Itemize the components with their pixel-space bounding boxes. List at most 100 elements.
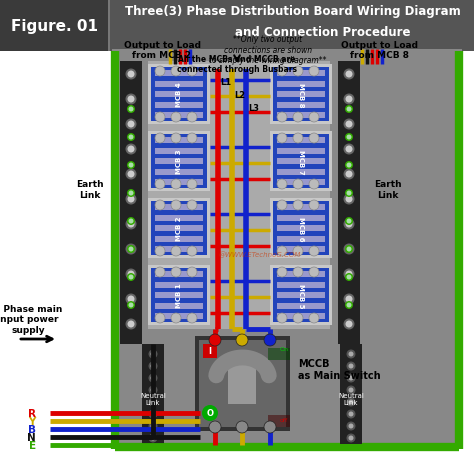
Circle shape xyxy=(348,436,354,441)
Circle shape xyxy=(346,163,352,168)
Circle shape xyxy=(348,424,354,429)
Circle shape xyxy=(148,421,157,431)
Circle shape xyxy=(346,171,353,178)
Circle shape xyxy=(128,321,135,328)
Circle shape xyxy=(293,201,303,211)
Bar xyxy=(155,71,203,77)
Bar xyxy=(155,246,203,252)
Bar xyxy=(273,134,329,189)
Circle shape xyxy=(264,334,276,346)
Circle shape xyxy=(277,246,287,257)
Bar xyxy=(142,344,164,444)
Circle shape xyxy=(346,271,353,278)
Bar xyxy=(148,265,210,325)
Circle shape xyxy=(128,191,134,196)
Circle shape xyxy=(148,434,157,442)
Circle shape xyxy=(344,294,355,305)
Text: MCB 2: MCB 2 xyxy=(176,216,182,241)
Circle shape xyxy=(309,313,319,323)
Bar xyxy=(277,246,325,252)
Text: O: O xyxy=(207,409,213,418)
Bar xyxy=(195,336,290,431)
Circle shape xyxy=(293,134,303,144)
Bar xyxy=(277,138,325,144)
Circle shape xyxy=(151,388,155,392)
Circle shape xyxy=(346,386,356,395)
Text: All the MCBs and MCCB are
connected through Busbars: All the MCBs and MCCB are connected thro… xyxy=(177,55,297,74)
Circle shape xyxy=(155,201,165,211)
Circle shape xyxy=(346,321,353,328)
Circle shape xyxy=(346,107,352,112)
Circle shape xyxy=(346,221,353,228)
Bar xyxy=(277,313,325,319)
Bar xyxy=(148,132,210,191)
Text: Figure. 01: Figure. 01 xyxy=(10,18,98,34)
Bar xyxy=(155,148,203,154)
Text: @WWW.ETechnoG.COM: @WWW.ETechnoG.COM xyxy=(219,251,301,257)
Bar xyxy=(155,169,203,175)
Circle shape xyxy=(309,67,319,77)
Bar xyxy=(155,138,203,144)
Circle shape xyxy=(127,106,135,114)
Circle shape xyxy=(277,134,287,144)
Text: Three(3) Phase Distribution Board Wiring Diagram: Three(3) Phase Distribution Board Wiring… xyxy=(125,6,461,18)
Circle shape xyxy=(187,201,197,211)
Text: B: B xyxy=(28,424,36,434)
Circle shape xyxy=(309,113,319,123)
Circle shape xyxy=(346,374,356,383)
Text: MCB 7: MCB 7 xyxy=(298,149,304,174)
Circle shape xyxy=(346,350,356,359)
Bar xyxy=(155,282,203,288)
Circle shape xyxy=(126,219,137,230)
Circle shape xyxy=(346,362,356,371)
Text: L2: L2 xyxy=(234,91,245,100)
Circle shape xyxy=(346,275,352,280)
Circle shape xyxy=(126,169,137,180)
Text: 3 Phase main
input power
supply: 3 Phase main input power supply xyxy=(0,304,62,334)
Bar xyxy=(273,68,329,122)
Bar xyxy=(108,0,110,52)
Circle shape xyxy=(126,119,137,130)
Circle shape xyxy=(345,246,353,253)
Circle shape xyxy=(155,67,165,77)
Circle shape xyxy=(128,107,134,112)
Bar xyxy=(155,236,203,242)
Bar xyxy=(270,132,332,191)
Bar xyxy=(0,0,474,52)
Circle shape xyxy=(309,179,319,190)
Text: MCB 5: MCB 5 xyxy=(298,283,304,308)
Circle shape xyxy=(293,179,303,190)
Circle shape xyxy=(128,163,134,168)
Circle shape xyxy=(345,218,353,225)
Bar xyxy=(277,215,325,221)
Bar xyxy=(273,269,329,322)
Text: and Connection Procedure: and Connection Procedure xyxy=(235,25,410,39)
Text: MCB 8: MCB 8 xyxy=(298,83,304,107)
Circle shape xyxy=(344,144,355,155)
Circle shape xyxy=(151,375,155,381)
Circle shape xyxy=(293,268,303,277)
Circle shape xyxy=(345,190,353,197)
Circle shape xyxy=(187,313,197,323)
Circle shape xyxy=(128,135,134,140)
Bar xyxy=(277,292,325,298)
Bar xyxy=(112,50,462,449)
Circle shape xyxy=(277,313,287,323)
Circle shape xyxy=(128,96,135,103)
Bar xyxy=(277,179,325,185)
Circle shape xyxy=(346,219,352,224)
Circle shape xyxy=(128,196,135,203)
Circle shape xyxy=(126,94,137,105)
Circle shape xyxy=(171,201,181,211)
Circle shape xyxy=(127,162,135,170)
Circle shape xyxy=(277,67,287,77)
Bar xyxy=(148,62,330,329)
Bar xyxy=(155,102,203,108)
Text: MCB 4: MCB 4 xyxy=(176,83,182,107)
Circle shape xyxy=(128,146,135,153)
Circle shape xyxy=(128,271,135,278)
Bar xyxy=(277,92,325,98)
Bar xyxy=(155,179,203,185)
Circle shape xyxy=(171,313,181,323)
Text: MCB 3: MCB 3 xyxy=(176,149,182,174)
